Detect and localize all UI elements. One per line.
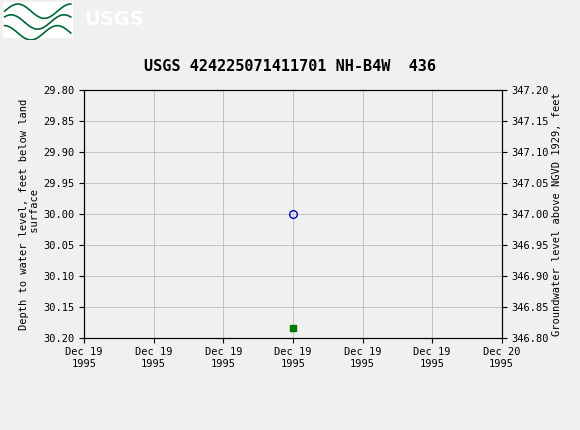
Y-axis label: Groundwater level above NGVD 1929, feet: Groundwater level above NGVD 1929, feet [552,92,561,336]
Bar [3,2,72,38]
Text: USGS: USGS [84,10,144,30]
Y-axis label: Depth to water level, feet below land
 surface: Depth to water level, feet below land su… [19,98,41,329]
Text: USGS 424225071411701 NH-B4W  436: USGS 424225071411701 NH-B4W 436 [144,59,436,74]
